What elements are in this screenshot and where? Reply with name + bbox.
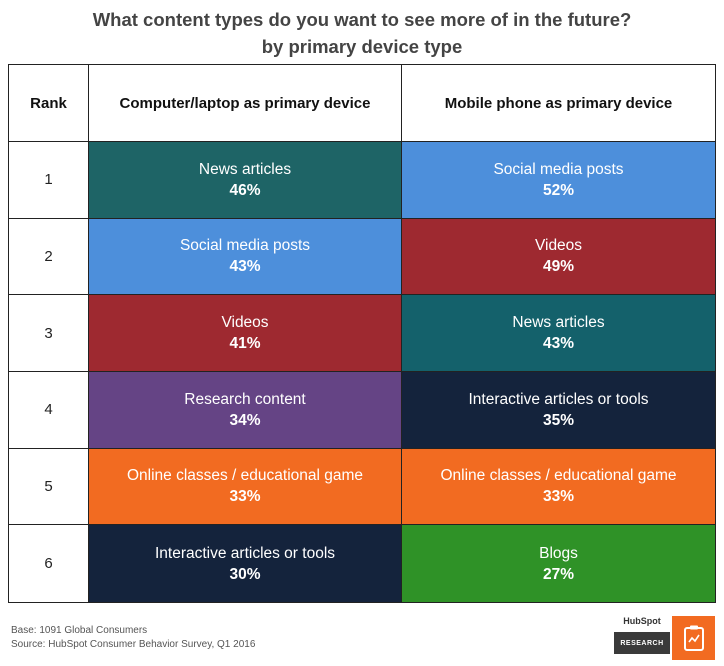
computer-content-cell: Social media posts 43% xyxy=(89,218,402,296)
content-type-label: Research content xyxy=(184,390,306,408)
content-type-label: Online classes / educational game xyxy=(440,467,677,485)
percentage-label: 27% xyxy=(542,565,575,583)
header-mobile: Mobile phone as primary device xyxy=(402,65,715,142)
logo-brand: HubSpot xyxy=(623,616,661,626)
title-line-2: by primary device type xyxy=(261,36,463,57)
percentage-label: 52% xyxy=(542,181,575,199)
mobile-content-cell: Blogs 27% xyxy=(402,525,715,602)
rank-cell: 3 xyxy=(9,295,89,372)
mobile-content-cell: Videos 49% xyxy=(402,218,715,296)
footer-source: Source: HubSpot Consumer Behavior Survey… xyxy=(11,639,256,650)
content-type-label: Social media posts xyxy=(179,237,311,255)
footer: Base: 1091 Global Consumers Source: HubS… xyxy=(11,624,255,652)
rank-cell: 2 xyxy=(9,218,89,296)
mobile-content-cell: Social media posts 52% xyxy=(402,142,715,219)
percentage-label: 46% xyxy=(229,181,261,199)
computer-content-cell: News articles 46% xyxy=(89,142,402,219)
computer-content-cell: Online classes / educational game 33% xyxy=(89,448,402,526)
chart-title: What content types do you want to see mo… xyxy=(0,6,724,60)
rank-cell: 1 xyxy=(9,142,89,219)
rank-cell: 6 xyxy=(9,525,89,602)
content-type-label: Blogs xyxy=(539,544,578,562)
percentage-label: 43% xyxy=(542,335,575,353)
header-rank: Rank xyxy=(9,65,89,142)
rank-cell: 5 xyxy=(9,448,89,526)
percentage-label: 35% xyxy=(542,411,575,429)
content-type-label: Online classes / educational game xyxy=(126,467,364,485)
content-type-label: Interactive articles or tools xyxy=(154,544,336,562)
computer-content-cell: Interactive articles or tools 30% xyxy=(89,525,402,602)
mobile-content-cell: Online classes / educational game 33% xyxy=(402,448,715,526)
clipboard-chart-icon xyxy=(672,616,715,660)
content-type-label: Videos xyxy=(534,237,583,255)
computer-content-cell: Research content 34% xyxy=(89,371,402,449)
percentage-label: 49% xyxy=(542,258,575,276)
percentage-label: 41% xyxy=(229,335,261,353)
hubspot-research-logo: HubSpot RESEARCH xyxy=(614,616,715,660)
percentage-label: 33% xyxy=(542,488,575,506)
content-type-label: Videos xyxy=(221,314,269,332)
content-type-label: Interactive articles or tools xyxy=(468,390,649,408)
content-type-label: News articles xyxy=(512,314,605,332)
percentage-label: 33% xyxy=(229,488,261,506)
computer-content-cell: Videos 41% xyxy=(89,295,402,372)
percentage-label: 43% xyxy=(229,258,261,276)
rank-cell: 4 xyxy=(9,371,89,449)
logo-research-label: RESEARCH xyxy=(614,632,670,654)
header-computer: Computer/laptop as primary device xyxy=(89,65,402,142)
title-line-1: What content types do you want to see mo… xyxy=(92,9,632,30)
footer-base: Base: 1091 Global Consumers xyxy=(11,625,148,636)
content-type-label: News articles xyxy=(198,160,292,178)
content-type-label: Social media posts xyxy=(493,160,624,178)
mobile-content-cell: Interactive articles or tools 35% xyxy=(402,371,715,449)
mobile-content-cell: News articles 43% xyxy=(402,295,715,372)
percentage-label: 34% xyxy=(229,411,261,429)
ranking-table: Rank Computer/laptop as primary device M… xyxy=(8,64,716,603)
percentage-label: 30% xyxy=(229,565,261,583)
